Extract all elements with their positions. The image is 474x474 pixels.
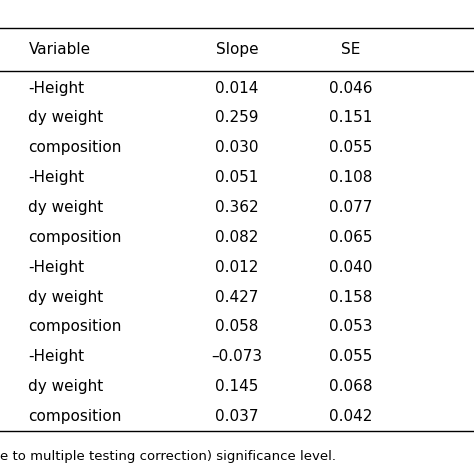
Text: 0.030: 0.030: [215, 140, 259, 155]
Text: -Height: -Height: [28, 170, 84, 185]
Text: 0.427: 0.427: [215, 290, 259, 305]
Text: dy weight: dy weight: [28, 200, 104, 215]
Text: composition: composition: [28, 140, 122, 155]
Text: 0.058: 0.058: [215, 319, 259, 335]
Text: –0.073: –0.073: [211, 349, 263, 365]
Text: 0.068: 0.068: [329, 379, 373, 394]
Text: 0.046: 0.046: [329, 81, 373, 96]
Text: 0.259: 0.259: [215, 110, 259, 126]
Text: -Height: -Height: [28, 260, 84, 275]
Text: 0.055: 0.055: [329, 349, 373, 365]
Text: 0.012: 0.012: [215, 260, 259, 275]
Text: dy weight: dy weight: [28, 290, 104, 305]
Text: 0.053: 0.053: [329, 319, 373, 335]
Text: 0.158: 0.158: [329, 290, 373, 305]
Text: composition: composition: [28, 319, 122, 335]
Text: dy weight: dy weight: [28, 379, 104, 394]
Text: 0.055: 0.055: [329, 140, 373, 155]
Text: 0.037: 0.037: [215, 409, 259, 424]
Text: Variable: Variable: [28, 42, 91, 57]
Text: 0.108: 0.108: [329, 170, 373, 185]
Text: 0.014: 0.014: [215, 81, 259, 96]
Text: 0.040: 0.040: [329, 260, 373, 275]
Text: Slope: Slope: [216, 42, 258, 57]
Text: 0.082: 0.082: [215, 230, 259, 245]
Text: -Height: -Height: [28, 81, 84, 96]
Text: composition: composition: [28, 409, 122, 424]
Text: composition: composition: [28, 230, 122, 245]
Text: 0.151: 0.151: [329, 110, 373, 126]
Text: 0.051: 0.051: [215, 170, 259, 185]
Text: 0.145: 0.145: [215, 379, 259, 394]
Text: dy weight: dy weight: [28, 110, 104, 126]
Text: 0.362: 0.362: [215, 200, 259, 215]
Text: SE: SE: [341, 42, 360, 57]
Text: 0.065: 0.065: [329, 230, 373, 245]
Text: e to multiple testing correction) significance level.: e to multiple testing correction) signif…: [0, 450, 336, 464]
Text: 0.042: 0.042: [329, 409, 373, 424]
Text: 0.077: 0.077: [329, 200, 373, 215]
Text: -Height: -Height: [28, 349, 84, 365]
